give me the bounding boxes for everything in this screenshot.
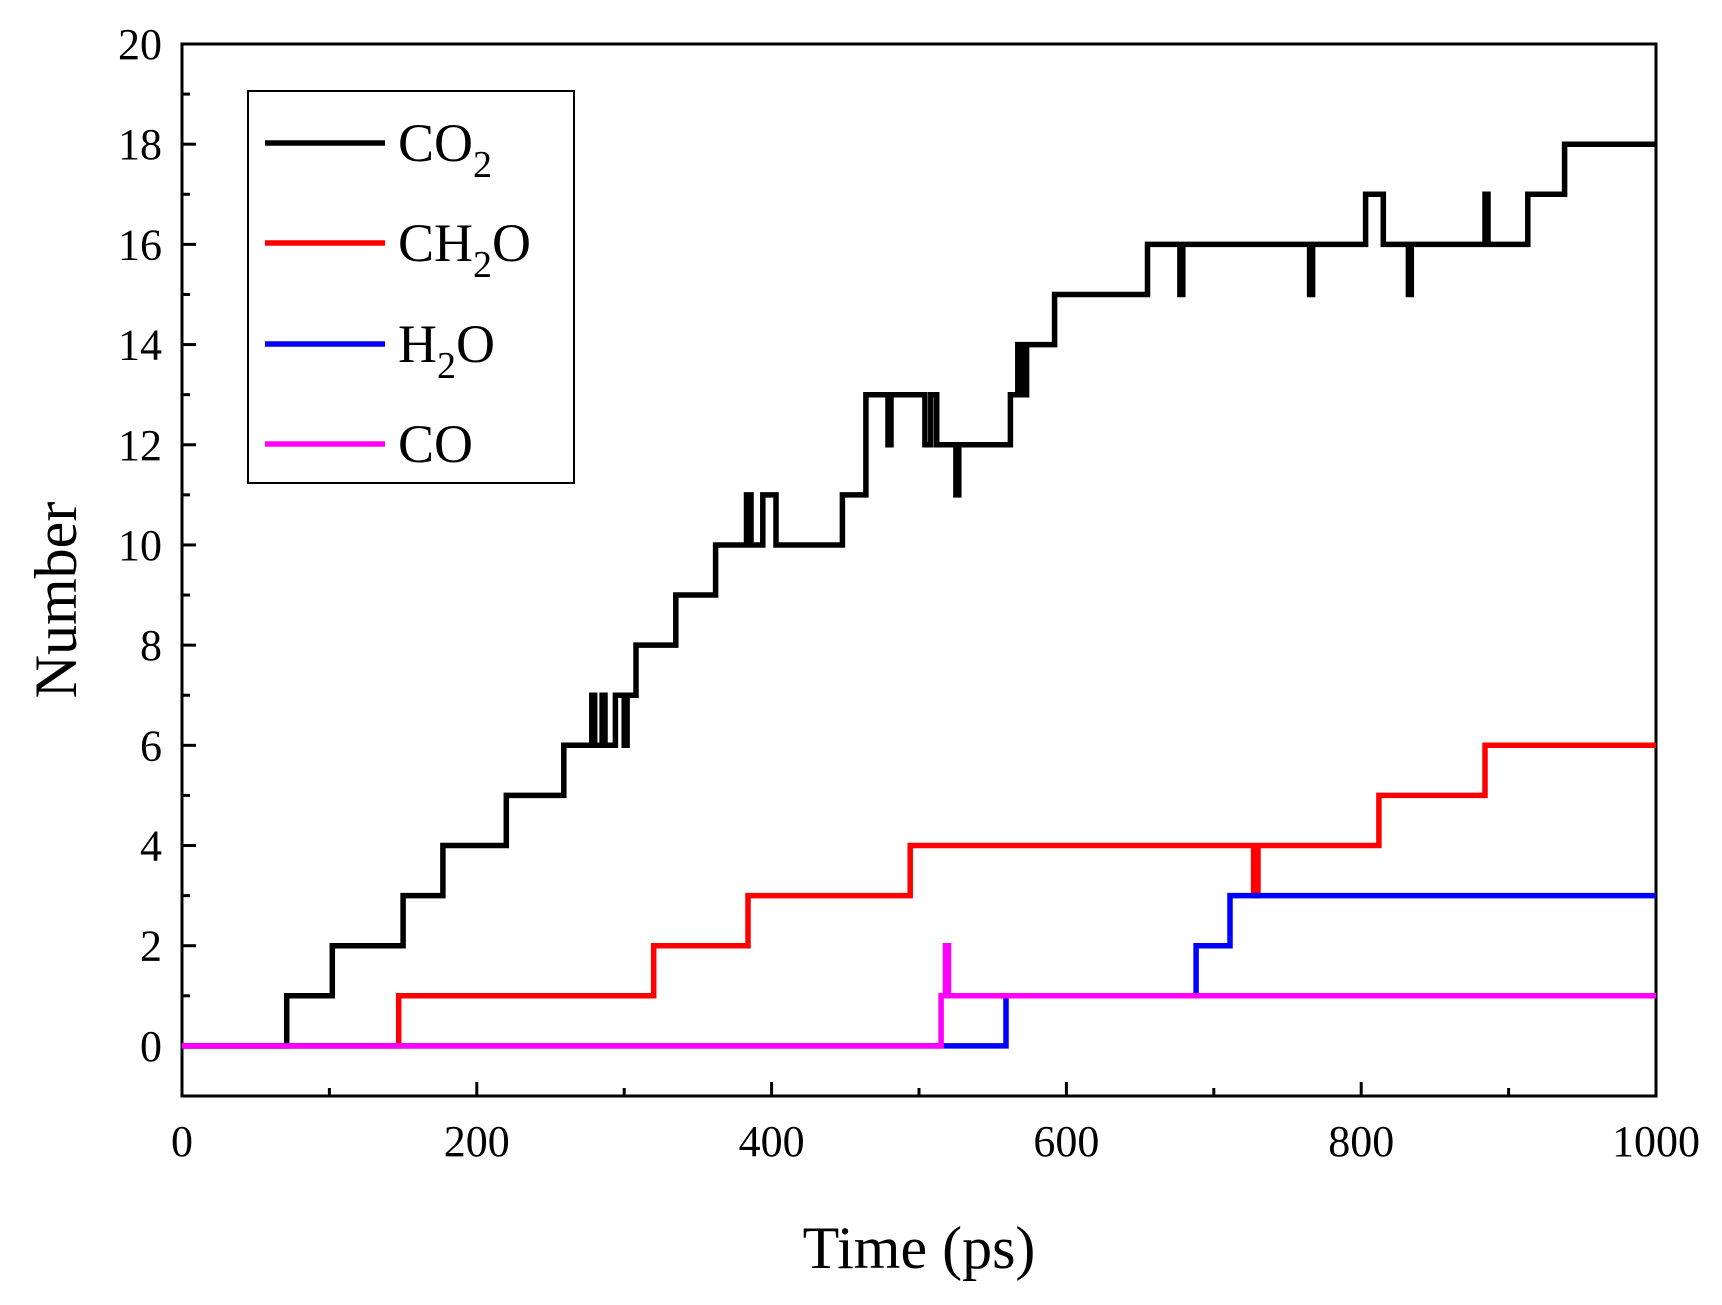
series-line-co bbox=[182, 942, 1656, 1049]
y-axis-ticks: 0 2 4 6 8 10 12 14 16 18 20 bbox=[118, 20, 196, 1098]
y-tick-label: 10 bbox=[118, 521, 162, 570]
y-axis-title: Number bbox=[23, 502, 89, 699]
y-tick-label: 4 bbox=[140, 822, 162, 871]
y-tick-label: 0 bbox=[140, 1022, 162, 1071]
legend-label-co2: CO2 bbox=[398, 113, 492, 186]
x-axis-ticks: 0 200 400 600 800 1000 bbox=[171, 1082, 1700, 1166]
legend-label-co: CO bbox=[398, 414, 473, 474]
legend-label-base: CO bbox=[398, 113, 473, 173]
x-tick-label: 600 bbox=[1033, 1117, 1099, 1166]
legend-label-subscript: 2 bbox=[437, 345, 456, 387]
series-layer bbox=[182, 141, 1656, 1049]
y-tick-label: 18 bbox=[118, 120, 162, 169]
series-line-co2 bbox=[182, 141, 1656, 1049]
y-tick-label: 16 bbox=[118, 220, 162, 269]
legend-label-base: CH bbox=[398, 213, 473, 273]
legend-label-h2o: H2O bbox=[398, 314, 495, 387]
legend-box bbox=[247, 90, 575, 484]
x-axis-title: Time (ps) bbox=[803, 1215, 1036, 1281]
x-tick-label: 0 bbox=[171, 1117, 193, 1166]
legend-label-tail: O bbox=[456, 314, 495, 374]
legend-label-tail: O bbox=[492, 213, 531, 273]
x-tick-label: 1000 bbox=[1612, 1117, 1700, 1166]
series-line-ch2o bbox=[182, 742, 1656, 1049]
y-tick-label: 2 bbox=[140, 922, 162, 971]
legend-label-base: H bbox=[398, 314, 437, 374]
legend-label-ch2o: CH2O bbox=[398, 213, 531, 286]
x-tick-label: 200 bbox=[444, 1117, 510, 1166]
x-tick-label: 800 bbox=[1328, 1117, 1394, 1166]
y-tick-label: 20 bbox=[118, 20, 162, 69]
y-tick-label: 8 bbox=[140, 621, 162, 670]
legend-label-subscript: 2 bbox=[473, 144, 492, 186]
legend-label-subscript: 2 bbox=[473, 244, 492, 286]
legend-label-base: CO bbox=[398, 414, 473, 474]
y-tick-label: 14 bbox=[118, 321, 162, 370]
y-tick-label: 12 bbox=[118, 421, 162, 470]
x-tick-label: 400 bbox=[739, 1117, 805, 1166]
y-tick-label: 6 bbox=[140, 721, 162, 770]
series-line-h2o bbox=[182, 892, 1656, 1049]
